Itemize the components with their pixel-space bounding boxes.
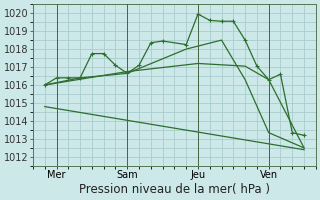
X-axis label: Pression niveau de la mer( hPa ): Pression niveau de la mer( hPa ) <box>79 183 270 196</box>
